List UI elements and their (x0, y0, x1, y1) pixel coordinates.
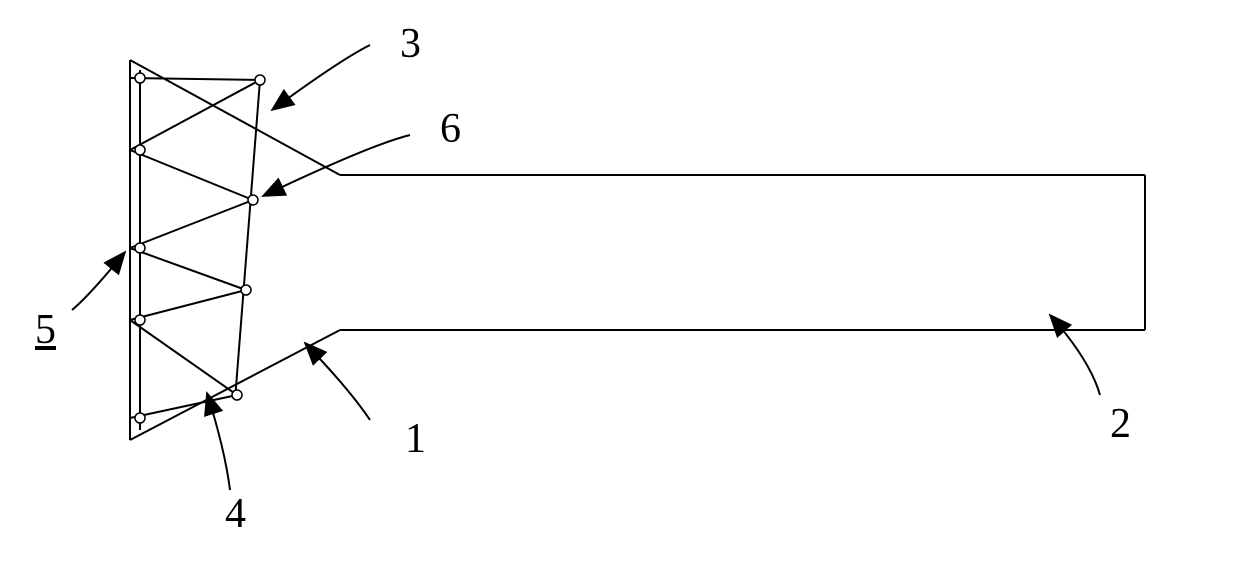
label-1-arrow (305, 343, 370, 420)
label-4: 4 (225, 490, 246, 538)
truss-line (130, 200, 253, 248)
truss-node (135, 413, 145, 423)
diagram-container: 3 6 5 4 1 2 (0, 0, 1240, 564)
label-1: 1 (405, 415, 426, 463)
truss-node (255, 75, 265, 85)
truss-node (135, 145, 145, 155)
truss-line (130, 150, 253, 200)
label-3-arrow (272, 45, 370, 110)
transition-top (130, 60, 340, 175)
label-5-arrow (72, 252, 125, 310)
inner-vertical-line (235, 80, 260, 400)
truss-line (130, 395, 237, 418)
truss-node (248, 195, 258, 205)
truss-node (135, 243, 145, 253)
truss-line (130, 248, 246, 290)
truss-node (232, 390, 242, 400)
truss-line (130, 80, 260, 150)
label-2: 2 (1110, 400, 1131, 448)
label-6: 6 (440, 105, 461, 153)
engineering-diagram (0, 0, 1240, 564)
label-2-arrow (1050, 315, 1100, 395)
truss-node (241, 285, 251, 295)
truss-line (130, 320, 237, 395)
truss-node (135, 315, 145, 325)
truss-node (135, 73, 145, 83)
truss-line (130, 290, 246, 320)
label-4-arrow (207, 393, 230, 490)
label-5: 5 (35, 306, 56, 354)
label-3: 3 (400, 20, 421, 68)
truss-line (130, 78, 260, 80)
